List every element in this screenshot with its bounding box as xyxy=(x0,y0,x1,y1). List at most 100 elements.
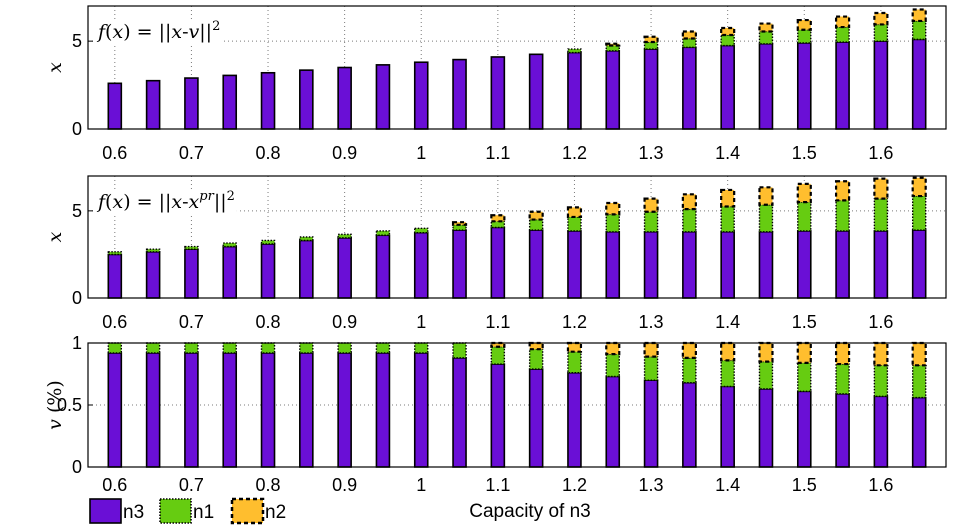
x-tick-label: 1.4 xyxy=(715,475,740,495)
bar-n1 xyxy=(299,342,314,354)
bar-n1 xyxy=(720,34,735,47)
bar-n1 xyxy=(222,242,237,248)
y-tick-label: 1 xyxy=(72,333,82,353)
bar-n1 xyxy=(797,362,812,393)
bar-n1 xyxy=(145,248,161,253)
bar-n3 xyxy=(107,352,123,468)
bar-n1 xyxy=(873,364,889,398)
bar-n2 xyxy=(451,221,468,226)
bar-n1 xyxy=(337,342,352,354)
bar-n3 xyxy=(299,239,314,299)
bar-n3 xyxy=(145,352,161,468)
bar-n2 xyxy=(643,35,659,44)
x-tick-label: 1 xyxy=(416,143,426,163)
bar-n1 xyxy=(873,23,889,42)
bar-n3 xyxy=(643,379,659,468)
bar-n1 xyxy=(758,360,774,390)
bar-n2 xyxy=(796,18,812,31)
bar-n2 xyxy=(758,186,774,206)
bar-n3 xyxy=(911,38,927,130)
bar-n3 xyxy=(911,396,927,468)
bar-n2 xyxy=(796,341,812,364)
bar-n2 xyxy=(873,341,889,367)
chart-panel-1: f(x) = ||x-v||2 0 5 0.6 0.7 0.8 0.9 1 1.1 1.2 1.3 1… xyxy=(44,5,947,163)
bar-n2 xyxy=(911,341,927,367)
bar-n1 xyxy=(375,230,391,236)
bar-n2 xyxy=(873,177,889,200)
x-tick-label: 1.2 xyxy=(562,312,587,332)
x-tick-label: 1.6 xyxy=(868,143,893,163)
bar-n3 xyxy=(643,230,659,299)
bar-n1 xyxy=(835,363,850,395)
bar-n3 xyxy=(222,74,238,130)
bar-n3 xyxy=(682,230,697,299)
bar-n3 xyxy=(720,44,735,130)
bar-n2 xyxy=(720,26,736,37)
bar-n2 xyxy=(758,341,774,363)
bar-n3 xyxy=(107,82,123,130)
x-tick-label: 1.2 xyxy=(562,475,587,495)
legend-swatch-n2 xyxy=(230,497,265,525)
bar-n3 xyxy=(337,66,352,130)
bar-n3 xyxy=(567,230,582,299)
bar-n2 xyxy=(720,341,736,362)
bar-n3 xyxy=(720,385,735,468)
bar-n1 xyxy=(452,342,467,359)
panel-formula: f(x) = ||x-v||2 xyxy=(96,19,220,43)
legend-label-n1: n1 xyxy=(193,502,214,523)
bar-n3 xyxy=(835,393,850,468)
legend-swatch-n1 xyxy=(159,498,192,524)
bar-n3 xyxy=(528,229,544,299)
bar-n2 xyxy=(681,193,697,211)
bar-n3 xyxy=(528,53,544,130)
legend: n3 n1 n2 xyxy=(89,497,286,525)
y-axis-label: v (%) xyxy=(44,380,66,430)
bar-n1 xyxy=(107,251,123,256)
x-tick-label: 0.6 xyxy=(102,143,127,163)
bar-n3 xyxy=(260,243,276,299)
y-tick-label: 0 xyxy=(72,457,82,477)
x-tick-label: 0.7 xyxy=(179,475,204,495)
bar-n2 xyxy=(873,11,889,26)
bar-n3 xyxy=(605,50,621,130)
bar-n1 xyxy=(184,245,199,250)
bar-n1 xyxy=(528,218,544,231)
bar-n2 xyxy=(758,22,774,33)
y-axis-label: x xyxy=(44,62,66,73)
x-tick-label: 1.1 xyxy=(485,475,510,495)
bar-n1 xyxy=(299,236,314,242)
bar-n3 xyxy=(490,363,506,468)
legend-label-n2: n2 xyxy=(265,502,286,523)
x-tick-label: 0.9 xyxy=(332,475,357,495)
bar-n2 xyxy=(643,197,659,213)
bar-n3 xyxy=(452,357,467,468)
bar-n2 xyxy=(720,188,736,208)
bar-n1 xyxy=(107,342,123,354)
bar-n2 xyxy=(528,210,544,221)
bar-n1 xyxy=(835,26,850,43)
x-tick-label: 1.1 xyxy=(485,143,510,163)
bar-n1 xyxy=(911,20,927,41)
bar-n3 xyxy=(184,248,199,299)
bar-n3 xyxy=(835,41,850,130)
bar-n2 xyxy=(528,341,544,351)
x-tick-label: 1.4 xyxy=(715,143,740,163)
bar-n3 xyxy=(720,230,735,299)
bar-n3 xyxy=(413,231,429,299)
bar-n1 xyxy=(643,355,659,381)
bar-n3 xyxy=(452,58,467,130)
bar-n1 xyxy=(528,348,544,370)
bar-n3 xyxy=(835,230,850,299)
bar-n2 xyxy=(643,341,659,358)
bar-n1 xyxy=(567,216,582,232)
bar-n1 xyxy=(720,359,735,388)
bar-n3 xyxy=(911,229,927,299)
x-tick-label: 1.1 xyxy=(485,312,510,332)
x-tick-label: 0.8 xyxy=(256,312,281,332)
x-tick-label: 0.7 xyxy=(179,143,204,163)
x-tick-label: 1.5 xyxy=(792,312,817,332)
bar-n3 xyxy=(299,352,314,468)
bar-n1 xyxy=(682,357,697,384)
bar-n1 xyxy=(643,211,659,233)
bar-n3 xyxy=(413,61,429,130)
